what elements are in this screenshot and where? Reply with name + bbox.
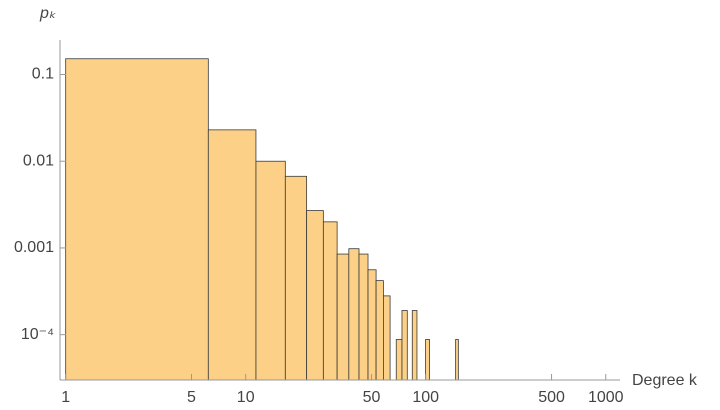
- bar: [367, 269, 377, 381]
- y-tick-label: 0.1: [32, 66, 54, 83]
- bar: [65, 58, 209, 381]
- bar: [375, 280, 384, 381]
- bar: [348, 248, 360, 381]
- x-tick-label: 1: [61, 389, 70, 406]
- bar: [358, 253, 369, 381]
- bar: [306, 210, 324, 381]
- y-axis-label: pₖ: [39, 5, 56, 22]
- x-tick-label: 10: [237, 389, 255, 406]
- bar: [425, 339, 430, 381]
- x-tick-label: 50: [363, 389, 381, 406]
- y-tick-label: 0.001: [14, 239, 54, 256]
- x-tick-label: 5: [187, 389, 196, 406]
- bar: [383, 295, 391, 381]
- y-tick-label: 0.01: [23, 152, 54, 169]
- y-tick-label: 10⁻⁴: [21, 326, 54, 343]
- bar: [411, 310, 418, 381]
- x-tick-label: 1000: [588, 389, 624, 406]
- bar: [401, 310, 408, 381]
- x-axis-label: Degree k: [632, 372, 698, 389]
- bar: [207, 129, 257, 381]
- bar: [455, 339, 459, 381]
- bar: [336, 253, 350, 381]
- x-tick-label: 100: [412, 389, 439, 406]
- bar: [395, 339, 403, 381]
- bar: [322, 221, 338, 381]
- x-tick-label: 500: [538, 389, 565, 406]
- bar: [284, 175, 308, 381]
- bar: [255, 160, 286, 381]
